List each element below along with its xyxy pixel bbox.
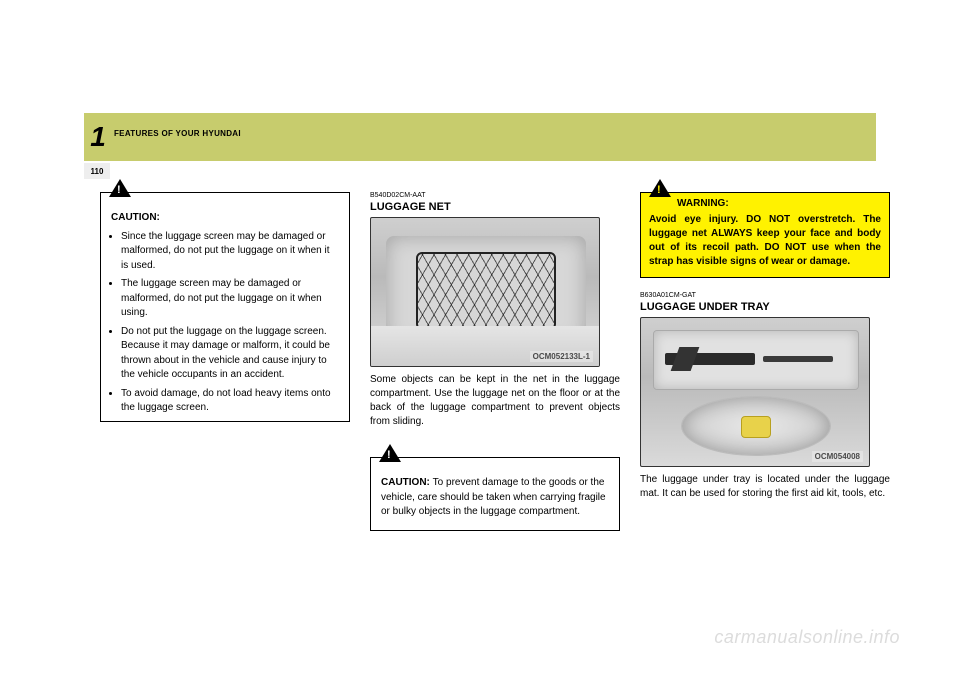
column-1: CAUTION: Since the luggage screen may be… [100,192,350,422]
section-title-luggage-net: LUGGAGE NET [370,201,620,213]
yellow-cap [741,416,771,438]
warning-box-net: WARNING: Avoid eye injury. DO NOT overst… [640,192,890,278]
caution-box-net: CAUTION: To prevent damage to the goods … [370,457,620,531]
caution-item: Do not put the luggage on the luggage sc… [121,325,339,383]
section-code: B540D02CM-AAT [370,192,620,199]
warning-triangle-icon [649,179,671,197]
photo-luggage-net: OCM052133L-1 [370,217,600,367]
body-text-tray: The luggage under tray is located under … [640,473,890,501]
tool-icon [763,356,833,362]
caution-label: CAUTION: [111,212,160,223]
caution-item: The luggage screen may be damaged or mal… [121,277,339,321]
section-code: B630A01CM-GAT [640,292,890,299]
jack-icon [665,353,755,365]
header-band: 1 FEATURES OF YOUR HYUNDAI [84,113,876,161]
warning-label: WARNING: [677,197,881,211]
photo-label: OCM054008 [812,451,863,462]
header-title: FEATURES OF YOUR HYUNDAI [114,129,241,138]
watermark: carmanualsonline.info [714,627,900,648]
caution-item: Since the luggage screen may be damaged … [121,230,339,274]
photo-luggage-tray: OCM054008 [640,317,870,467]
column-3: WARNING: Avoid eye injury. DO NOT overst… [640,192,890,501]
page-number: 110 [84,163,110,179]
manual-page: 1 FEATURES OF YOUR HYUNDAI 110 CAUTION: … [0,0,960,678]
chapter-number: 1 [84,113,112,161]
body-text-net: Some objects can be kept in the net in t… [370,373,620,429]
column-2: B540D02CM-AAT LUGGAGE NET OCM052133L-1 S… [370,192,620,531]
cargo-net [416,252,556,330]
caution-list: Since the luggage screen may be damaged … [121,230,339,416]
warning-triangle-icon [109,179,131,197]
warning-text: Avoid eye injury. DO NOT overstretch. Th… [649,214,881,267]
caution-item: To avoid damage, do not load heavy items… [121,387,339,416]
caution-label: CAUTION: [381,477,430,488]
caution-box-screen: CAUTION: Since the luggage screen may be… [100,192,350,422]
warning-triangle-icon [379,444,401,462]
photo-label: OCM052133L-1 [530,351,593,362]
tool-row [665,340,847,378]
section-title-luggage-tray: LUGGAGE UNDER TRAY [640,301,890,313]
